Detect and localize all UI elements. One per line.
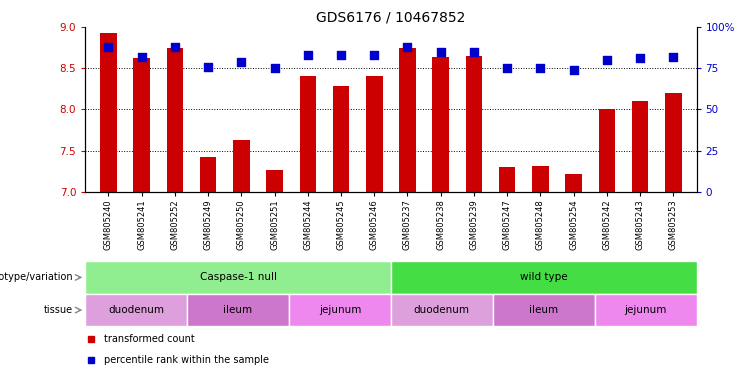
- Point: [102, 44, 114, 50]
- Bar: [366, 76, 382, 192]
- Text: percentile rank within the sample: percentile rank within the sample: [104, 355, 268, 365]
- Point: [368, 52, 380, 58]
- Point: [435, 49, 447, 55]
- Text: jejunum: jejunum: [625, 305, 667, 315]
- Point: [601, 57, 613, 63]
- Bar: [565, 174, 582, 192]
- Text: transformed count: transformed count: [104, 334, 194, 344]
- Bar: [85, 261, 391, 294]
- Text: wild type: wild type: [520, 272, 568, 283]
- Bar: [289, 294, 391, 326]
- Bar: [391, 294, 493, 326]
- Point: [634, 55, 646, 61]
- Point: [468, 49, 480, 55]
- Text: Caspase-1 null: Caspase-1 null: [199, 272, 276, 283]
- Bar: [399, 48, 416, 192]
- Bar: [433, 56, 449, 192]
- Text: tissue: tissue: [44, 305, 73, 315]
- Text: duodenum: duodenum: [108, 305, 165, 315]
- Point: [169, 44, 181, 50]
- Bar: [391, 261, 697, 294]
- Bar: [266, 170, 283, 192]
- Bar: [167, 48, 183, 192]
- Point: [668, 53, 679, 60]
- Bar: [85, 294, 187, 326]
- Point: [136, 53, 147, 60]
- Point: [236, 58, 247, 65]
- Point: [501, 65, 513, 71]
- Bar: [499, 167, 516, 192]
- Bar: [187, 294, 289, 326]
- Bar: [532, 166, 548, 192]
- Point: [534, 65, 546, 71]
- Text: duodenum: duodenum: [413, 305, 470, 315]
- Bar: [493, 294, 594, 326]
- Bar: [465, 56, 482, 192]
- Text: jejunum: jejunum: [319, 305, 361, 315]
- Bar: [632, 101, 648, 192]
- Point: [402, 44, 413, 50]
- Bar: [100, 33, 117, 192]
- Title: GDS6176 / 10467852: GDS6176 / 10467852: [316, 10, 465, 24]
- Point: [568, 67, 579, 73]
- Bar: [200, 157, 216, 192]
- Point: [269, 65, 281, 71]
- Text: ileum: ileum: [224, 305, 253, 315]
- Point: [335, 52, 347, 58]
- Text: ileum: ileum: [529, 305, 558, 315]
- Bar: [594, 294, 697, 326]
- Bar: [599, 109, 615, 192]
- Text: genotype/variation: genotype/variation: [0, 272, 73, 283]
- Bar: [665, 93, 682, 192]
- Bar: [133, 58, 150, 192]
- Bar: [233, 140, 250, 192]
- Bar: [299, 76, 316, 192]
- Point: [302, 52, 313, 58]
- Point: [202, 63, 214, 70]
- Bar: [333, 86, 349, 192]
